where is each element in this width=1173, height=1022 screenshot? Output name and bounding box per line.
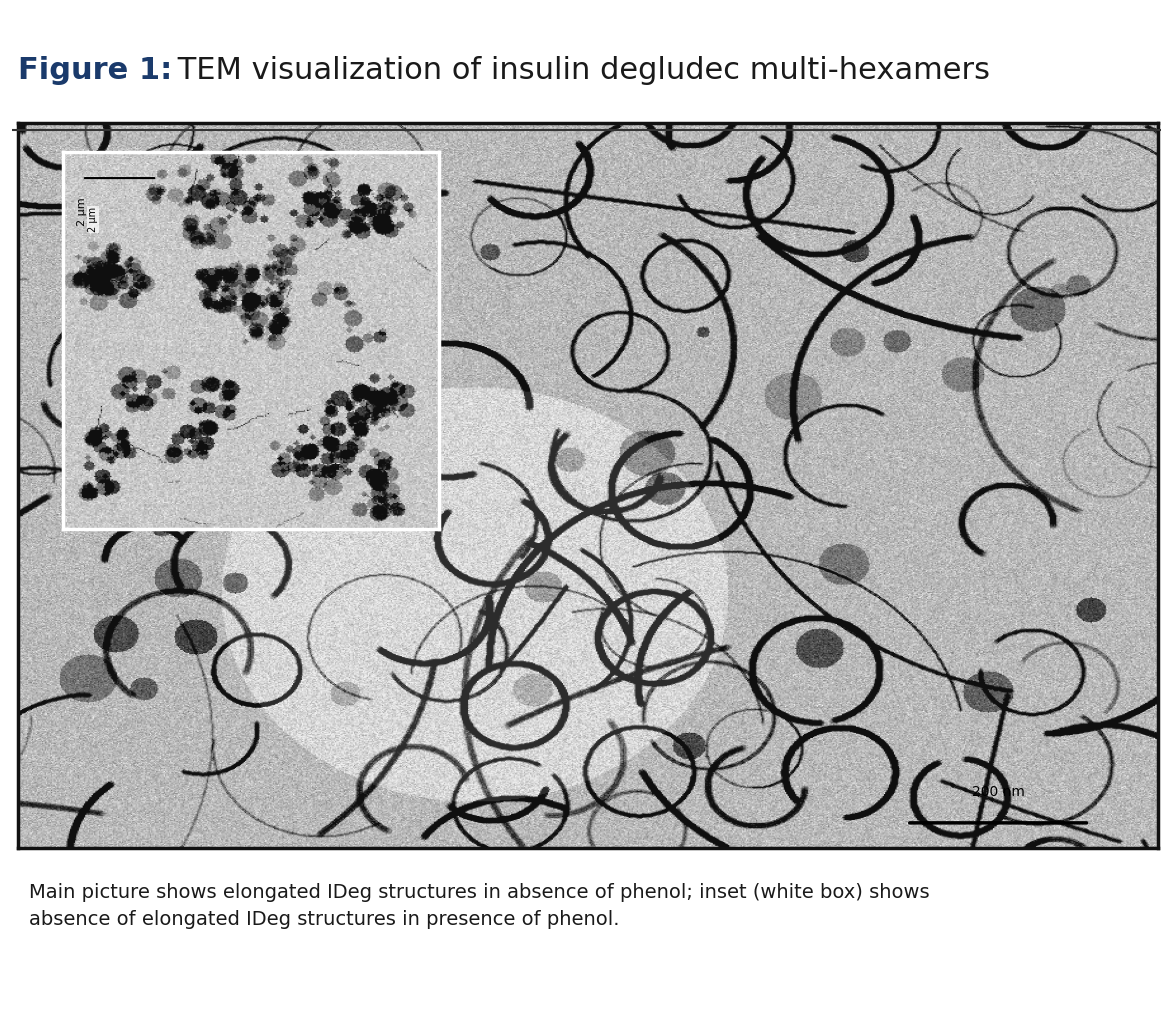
Text: 2 μm: 2 μm <box>88 207 99 232</box>
Text: Figure 1:: Figure 1: <box>18 56 172 85</box>
Text: Main picture shows elongated IDeg structures in absence of phenol; inset (white : Main picture shows elongated IDeg struct… <box>29 883 929 929</box>
Text: TEM visualization of insulin degludec multi-hexamers: TEM visualization of insulin degludec mu… <box>168 56 990 85</box>
Text: 200 nm: 200 nm <box>971 785 1024 799</box>
Text: 2 μm: 2 μm <box>77 197 87 226</box>
